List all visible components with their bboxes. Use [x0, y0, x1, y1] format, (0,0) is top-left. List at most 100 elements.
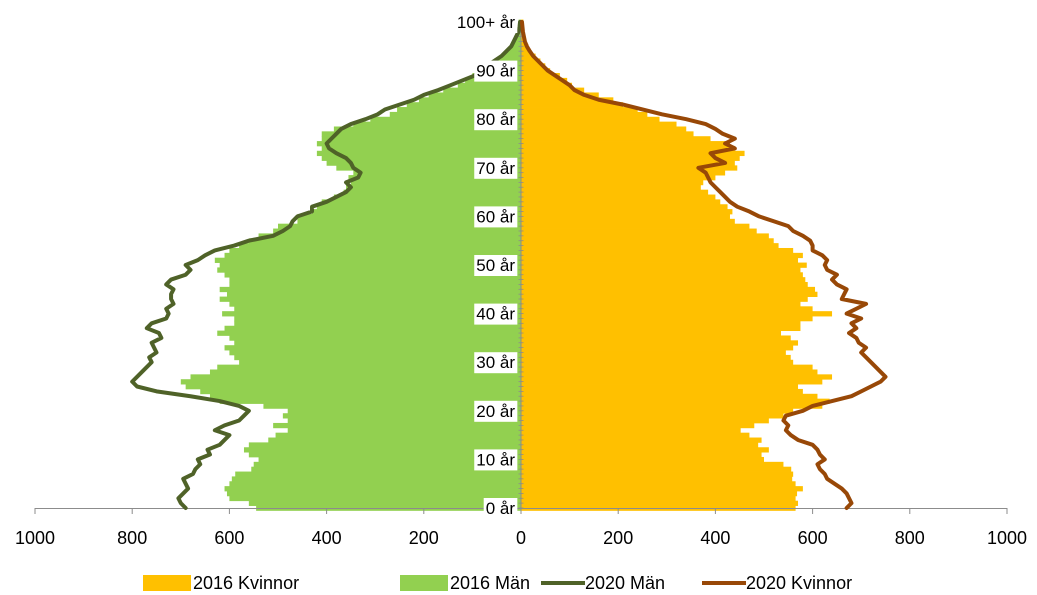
bar-2016-kvinnor-age-39 — [521, 316, 813, 322]
bar-2016-man-age-37 — [224, 325, 522, 332]
bar-2016-kvinnor-age-70 — [521, 165, 738, 171]
bar-2016-kvinnor-age-34 — [521, 340, 799, 346]
bar-2016-kvinnor-age-79 — [521, 121, 677, 127]
age-label-backdrop — [474, 449, 518, 471]
bar-2016-man-age-52 — [224, 252, 522, 259]
legend-swatch — [400, 575, 448, 591]
legend-label: 2016 Män — [450, 573, 530, 593]
legend-item-1: 2016 Män — [400, 573, 530, 593]
legend-swatch — [143, 575, 191, 591]
bar-2016-kvinnor-age-88 — [521, 77, 568, 84]
bar-2016-kvinnor-age-49 — [521, 267, 801, 273]
bar-2016-man-age-18 — [287, 418, 521, 424]
bar-2016-man-age-34 — [234, 340, 521, 346]
bar-2016-man-age-54 — [239, 243, 521, 249]
bar-2016-man-age-9 — [253, 461, 521, 468]
bar-2016-kvinnor-age-82 — [521, 107, 638, 113]
x-axis-labels: 1000 800 600 400 200 0 200 400 600 800 1000 — [15, 528, 1027, 548]
bar-2016-man-age-81 — [389, 111, 521, 118]
bar-2016-man-age-73 — [316, 150, 521, 157]
bar-2016-man-age-72 — [321, 155, 521, 161]
bar-2016-man-age-93 — [501, 53, 521, 59]
bar-2016-man-age-44 — [226, 291, 521, 297]
bar-2016-man-age-55 — [248, 238, 521, 244]
bar-2016-man-age-23 — [209, 393, 521, 400]
bar-2016-kvinnor-age-31 — [521, 354, 791, 361]
bar-2016-kvinnor-age-89 — [521, 73, 560, 79]
bar-2016-kvinnor-age-84 — [521, 97, 614, 103]
bar-2016-kvinnor-age-44 — [521, 291, 818, 297]
bar-2016-kvinnor-age-94 — [521, 48, 531, 54]
bar-2016-kvinnor-age-50 — [521, 262, 807, 268]
bar-2016-man-age-38 — [234, 320, 521, 327]
age-label: 30 år — [476, 353, 515, 372]
bar-2016-kvinnor-age-56 — [521, 233, 769, 239]
bar-2016-man-age-75 — [316, 141, 521, 147]
x-tick-label: 600 — [214, 528, 244, 548]
bar-2016-man-age-58 — [278, 223, 521, 229]
age-label-backdrop — [474, 400, 518, 422]
age-label-backdrop — [474, 157, 518, 179]
bar-2016-kvinnor-age-47 — [521, 277, 806, 283]
bar-2016-man-age-56 — [258, 233, 521, 239]
bar-2016-kvinnor-age-92 — [521, 58, 541, 64]
bar-2016-kvinnor-age-2 — [521, 495, 796, 502]
age-label: 50 år — [476, 256, 515, 275]
bar-2016-man-age-66 — [346, 184, 521, 191]
bar-2016-man-age-63 — [321, 199, 521, 205]
x-tick-label: 1000 — [987, 528, 1027, 548]
bar-2016-man-age-24 — [200, 388, 522, 395]
bar-2016-man-age-78 — [333, 126, 521, 132]
bar-2016-man-age-86 — [443, 87, 521, 93]
bar-2016-man-age-96 — [513, 39, 521, 45]
bar-2016-man-age-8 — [251, 466, 521, 472]
bar-2016-kvinnor-age-1 — [521, 500, 799, 506]
bar-2016-man-age-46 — [229, 282, 521, 288]
bar-2016-kvinnor-age-10 — [521, 456, 764, 463]
bar-2016-kvinnor-age-21 — [521, 403, 823, 409]
bar-2016-man-age-48 — [224, 272, 522, 278]
bar-2016-man-age-25 — [185, 384, 521, 390]
bar-2016-kvinnor-age-65 — [521, 189, 709, 195]
bar-2016-man-age-84 — [418, 97, 521, 103]
bar-2016-man-age-32 — [229, 350, 521, 356]
bar-2016-man-age-80 — [370, 116, 521, 123]
bar-2016-kvinnor-age-83 — [521, 102, 624, 108]
bar-2016-man-age-26 — [180, 379, 522, 385]
age-label: 90 år — [476, 62, 515, 81]
age-label: 20 år — [476, 402, 515, 421]
bar-2016-kvinnor-age-55 — [521, 238, 774, 244]
bar-2016-man-age-42 — [229, 301, 521, 307]
bar-2016-kvinnor-age-66 — [521, 184, 701, 191]
bar-2016-kvinnor-age-15 — [521, 432, 750, 438]
bar-2016-kvinnor-age-64 — [521, 194, 716, 200]
bar-2016-man-age-74 — [321, 145, 521, 152]
bar-2016-kvinnor-age-52 — [521, 252, 803, 259]
line-2020-man — [130, 20, 523, 510]
bar-2016-man-age-11 — [248, 452, 521, 458]
bar-2016-kvinnor-age-29 — [521, 364, 813, 370]
bar-2016-kvinnor-age-9 — [521, 461, 784, 468]
bar-2016-man-age-31 — [234, 354, 521, 361]
bar-2016-kvinnor-age-75 — [521, 141, 730, 147]
age-label-backdrop — [474, 60, 518, 82]
bar-2016-man-age-65 — [343, 189, 521, 195]
bar-2016-man-age-67 — [350, 179, 521, 186]
bar-2016-man-age-77 — [321, 131, 521, 137]
bar-2016-kvinnor-age-51 — [521, 257, 799, 263]
bar-2016-man-age-33 — [224, 345, 522, 351]
age-label: 100+ år — [457, 13, 515, 32]
bar-2016-kvinnor-age-68 — [521, 175, 716, 181]
bar-2016-kvinnor-age-71 — [521, 160, 735, 166]
axes — [34, 20, 1008, 514]
bar-2016-man-age-20 — [287, 408, 521, 414]
bar-2016-man-age-95 — [510, 43, 521, 50]
bar-2016-man-age-53 — [229, 247, 521, 254]
bar-2016-man-age-50 — [219, 262, 521, 268]
series-2016-man — [180, 19, 522, 511]
bar-2016-kvinnor-age-58 — [521, 223, 750, 229]
legend: 2016 Kvinnor 2016 Män 2020 Män 2020 Kvinnor — [143, 573, 852, 593]
bar-2016-man-age-94 — [506, 48, 521, 54]
age-label-backdrop — [454, 12, 518, 33]
